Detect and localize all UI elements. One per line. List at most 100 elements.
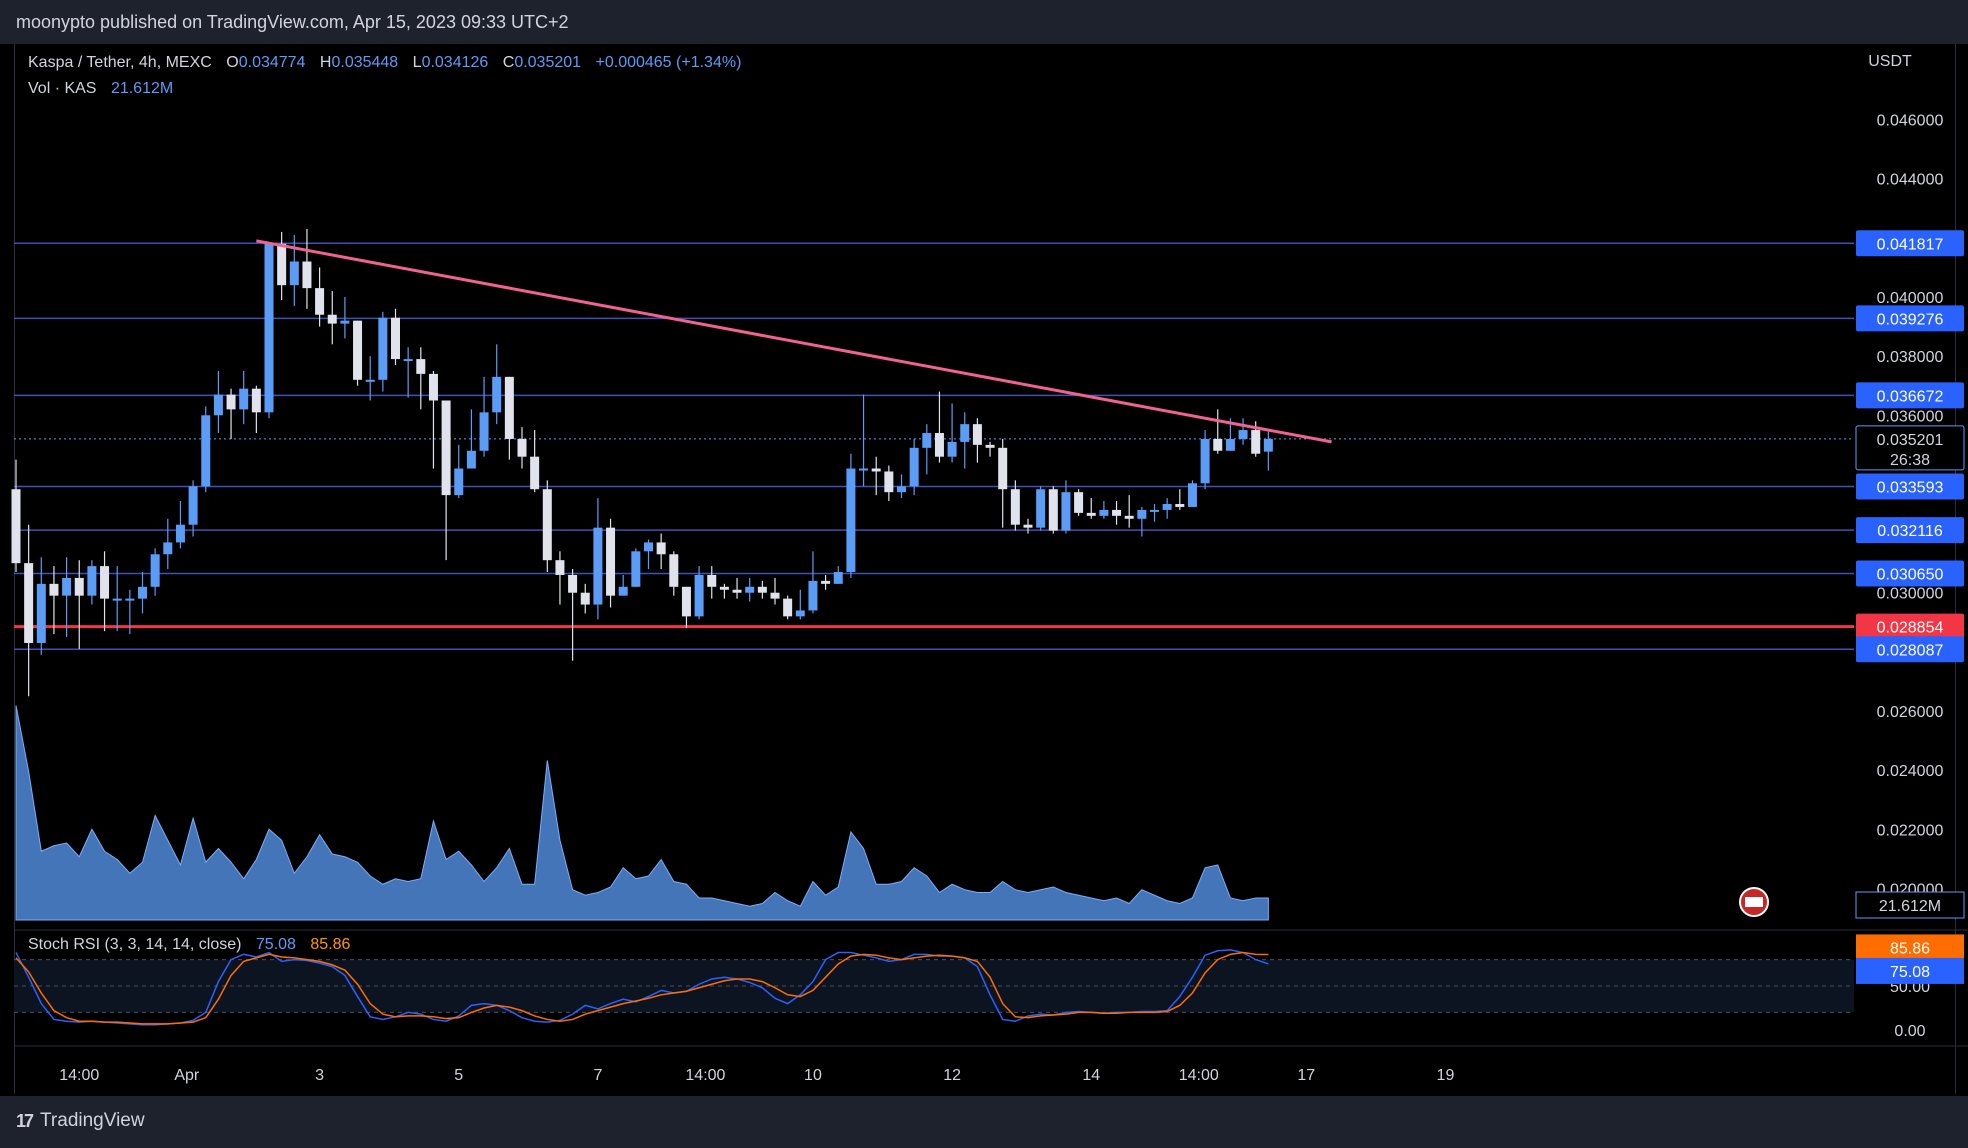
candle-body	[1200, 438, 1210, 484]
candle-body	[745, 586, 755, 593]
publisher-text: moonypto published on TradingView.com, A…	[16, 12, 569, 32]
stoch-k-tag	[1856, 957, 1964, 984]
candle-body	[1175, 504, 1185, 507]
candle-body	[1099, 509, 1109, 516]
volume-value-tag	[1855, 891, 1965, 919]
candle-body	[606, 527, 616, 596]
candle-body	[871, 468, 881, 472]
time-tick-label: 7	[593, 1067, 602, 1084]
candle-body	[1263, 438, 1273, 452]
candle-body	[1238, 430, 1248, 439]
candle-body	[188, 486, 198, 525]
time-tick-label: 5	[454, 1067, 463, 1084]
candle-body	[1036, 489, 1046, 528]
candle-body	[821, 580, 831, 584]
candle-body	[1023, 524, 1033, 528]
candle-body	[239, 388, 249, 410]
change-value: +0.000465 (+1.34%)	[595, 54, 742, 71]
candle-body	[922, 433, 932, 448]
candle-body	[112, 598, 122, 601]
candle-body	[719, 586, 729, 590]
stoch-tick-label: 0.00	[1894, 1023, 1925, 1040]
low-value: 0.034126	[421, 54, 489, 71]
candle-body	[934, 433, 944, 457]
candle-body	[466, 450, 476, 469]
candle-body	[11, 489, 21, 564]
candle-body	[1225, 438, 1235, 451]
candle-body	[656, 542, 666, 555]
candle-body	[163, 542, 173, 555]
footer-bar: 17 TradingView	[0, 1096, 1968, 1148]
stoch-k-tag-label: 75.08	[1890, 964, 1930, 981]
candle-body	[504, 376, 514, 439]
level-price-label: 0.030650	[1877, 566, 1944, 583]
candle-body	[264, 243, 274, 413]
candle-body	[403, 359, 413, 362]
last-price-tag	[1855, 425, 1965, 471]
low-label: L	[412, 54, 422, 71]
candle-body	[783, 598, 793, 617]
level-price-label: 0.032116	[1877, 523, 1943, 540]
level-price-tag	[1856, 230, 1964, 257]
candle-body	[251, 388, 261, 413]
candle-body	[694, 574, 704, 617]
time-tick-label: 19	[1437, 1067, 1455, 1084]
candle-body	[909, 447, 919, 487]
candle-body	[1251, 430, 1261, 454]
price-legend: Kaspa / Tether, 4h, MEXC O0.034774 H0.03…	[28, 54, 741, 72]
candle-body	[277, 243, 287, 286]
stoch-label: Stoch RSI (3, 3, 14, 14, close)	[28, 936, 242, 953]
stoch-d-tag	[1856, 934, 1964, 961]
price-tick-label: 0.022000	[1877, 822, 1944, 839]
price-tick-label: 0.044000	[1877, 172, 1944, 189]
candle-body	[378, 317, 388, 380]
axis-currency-label: USDT	[1868, 53, 1912, 70]
candle-body	[353, 320, 363, 380]
candle-body	[530, 456, 540, 490]
candle-body	[757, 586, 767, 593]
level-price-tag	[1856, 473, 1964, 500]
candle-body	[416, 359, 426, 374]
level-price-label: 0.033593	[1877, 479, 1944, 496]
candle-body	[302, 261, 312, 289]
time-tick-label: Apr	[174, 1067, 200, 1084]
countdown-label: 26:38	[1890, 452, 1930, 469]
high-value: 0.035448	[331, 54, 399, 71]
candle-body	[49, 583, 59, 596]
candle-body	[1124, 515, 1134, 519]
time-tick-label: 14	[1082, 1067, 1100, 1084]
candle-body	[1112, 509, 1122, 516]
candle-body	[36, 583, 46, 643]
candle-body	[327, 314, 337, 324]
candle-body	[428, 373, 438, 401]
candle-body	[391, 317, 400, 360]
candle-body	[74, 577, 84, 596]
price-tick-label: 0.038000	[1877, 349, 1944, 366]
time-tick-label: 10	[804, 1067, 822, 1084]
volume-label: Vol · KAS	[28, 80, 97, 97]
candle-body	[568, 574, 578, 593]
candle-body	[644, 542, 653, 552]
candle-body	[998, 447, 1008, 490]
tradingview-brand[interactable]: 17 TradingView	[16, 1110, 145, 1132]
candle-body	[1150, 509, 1159, 512]
candle-body	[1061, 492, 1071, 531]
candle-body	[707, 574, 717, 587]
candle-body	[226, 394, 236, 410]
us-flag-stripes	[1745, 897, 1763, 907]
descending-trendline	[256, 239, 1332, 444]
time-tick-label: 14:00	[685, 1067, 725, 1084]
level-price-tag	[1856, 636, 1964, 663]
time-tick-label: 14:00	[59, 1067, 99, 1084]
candle-body	[289, 261, 299, 286]
last-price-label: 0.035201	[1877, 432, 1944, 449]
volume-legend: Vol · KAS 21.612M	[28, 80, 173, 98]
candle-body	[454, 468, 464, 496]
stoch-d-tag-label: 85.86	[1890, 940, 1930, 957]
price-tick-label: 0.026000	[1877, 704, 1944, 721]
candle-body	[315, 288, 325, 315]
candle-body	[542, 489, 552, 561]
level-price-label: 0.028854	[1877, 620, 1944, 637]
volume-value-label: 21.612M	[1879, 898, 1941, 915]
